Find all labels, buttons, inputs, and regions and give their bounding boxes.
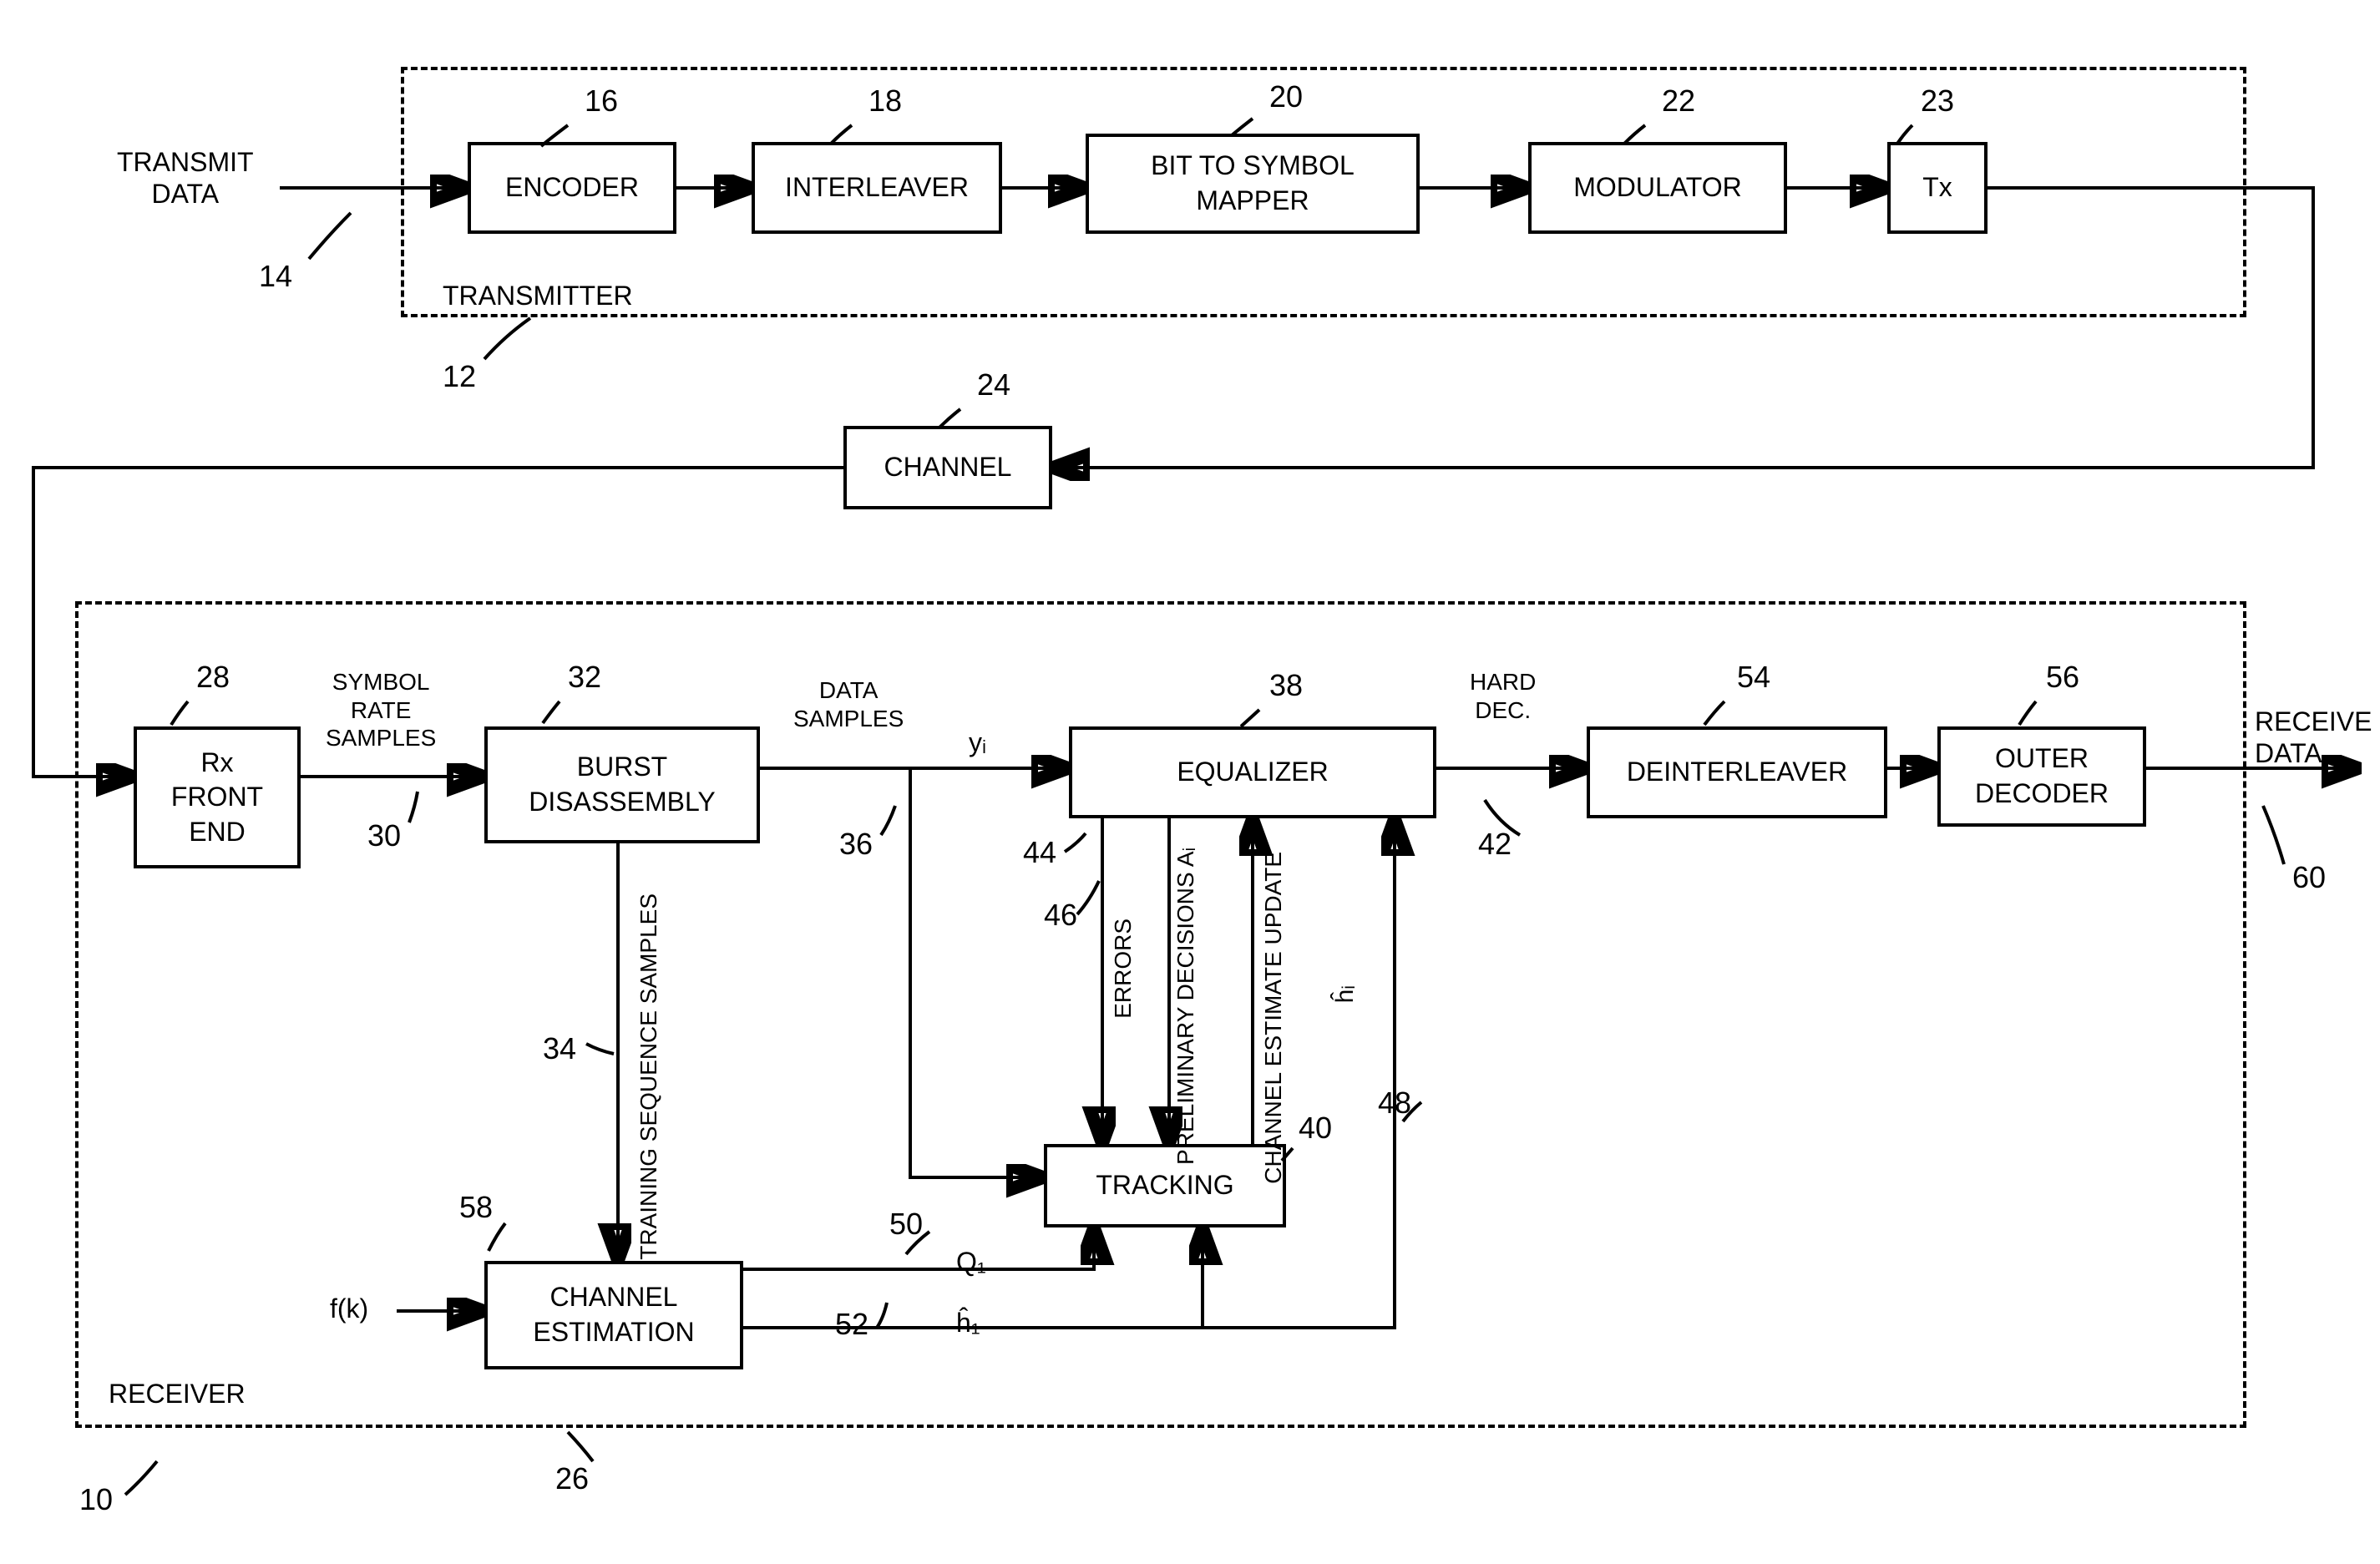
decoder-box: OUTER DECODER bbox=[1937, 726, 2146, 827]
ref-12: 12 bbox=[443, 359, 476, 394]
ref-48: 48 bbox=[1378, 1086, 1411, 1121]
h1-label: ĥ₁ bbox=[956, 1307, 980, 1339]
burst-label: BURST DISASSEMBLY bbox=[529, 750, 715, 819]
diagram-container: ENCODER INTERLEAVER BIT TO SYMBOL MAPPER… bbox=[0, 0, 2380, 1564]
encoder-label: ENCODER bbox=[505, 170, 639, 205]
encoder-box: ENCODER bbox=[468, 142, 676, 234]
symbol-rate-label: SYMBOL RATE SAMPLES bbox=[326, 668, 436, 752]
ref-46: 46 bbox=[1044, 898, 1077, 933]
ref-58: 58 bbox=[459, 1190, 493, 1225]
ref-34: 34 bbox=[543, 1031, 576, 1066]
ref-10: 10 bbox=[79, 1482, 113, 1517]
interleaver-box: INTERLEAVER bbox=[752, 142, 1002, 234]
prelim-label: PRELIMINARY DECISIONS Aᵢ bbox=[1172, 848, 1200, 1165]
ref-24: 24 bbox=[977, 367, 1010, 402]
receive-data-label: RECEIVE DATA bbox=[2255, 706, 2372, 770]
hard-dec-label: HARD DEC. bbox=[1470, 668, 1536, 724]
ref-44: 44 bbox=[1023, 835, 1056, 870]
ref-40: 40 bbox=[1299, 1111, 1332, 1146]
rxfront-label: Rx FRONT END bbox=[171, 746, 263, 850]
ref-60: 60 bbox=[2292, 860, 2326, 895]
deinterleaver-label: DEINTERLEAVER bbox=[1627, 755, 1847, 790]
burst-box: BURST DISASSEMBLY bbox=[484, 726, 760, 843]
tracking-label: TRACKING bbox=[1096, 1168, 1233, 1203]
yi-label: yᵢ bbox=[969, 726, 986, 758]
ref-26: 26 bbox=[555, 1461, 589, 1496]
ref-56: 56 bbox=[2046, 660, 2079, 695]
modulator-box: MODULATOR bbox=[1528, 142, 1787, 234]
tx-label: Tx bbox=[1922, 170, 1952, 205]
ref-50: 50 bbox=[889, 1207, 923, 1242]
ref-20: 20 bbox=[1269, 79, 1303, 114]
channel-label: CHANNEL bbox=[884, 450, 1012, 485]
hi-label: ĥᵢ bbox=[1330, 985, 1360, 1003]
ref-18: 18 bbox=[868, 84, 902, 119]
rxfront-box: Rx FRONT END bbox=[134, 726, 301, 868]
q1-label: Q₁ bbox=[956, 1246, 986, 1278]
decoder-label: OUTER DECODER bbox=[1975, 742, 2109, 811]
tracking-box: TRACKING bbox=[1044, 1144, 1286, 1227]
ref-38: 38 bbox=[1269, 668, 1303, 703]
chanest-label: CHANNEL ESTIMATION bbox=[533, 1280, 694, 1349]
ref-32: 32 bbox=[568, 660, 601, 695]
errors-label: ERRORS bbox=[1109, 919, 1137, 1019]
interleaver-label: INTERLEAVER bbox=[785, 170, 969, 205]
ref-52: 52 bbox=[835, 1307, 868, 1342]
transmitter-label: TRANSMITTER bbox=[443, 280, 633, 311]
ref-22: 22 bbox=[1662, 84, 1695, 119]
transmit-data-label: TRANSMIT DATA bbox=[117, 146, 254, 210]
ref-42: 42 bbox=[1478, 827, 1512, 862]
ref-23: 23 bbox=[1921, 84, 1954, 119]
chest-update-label: CHANNEL ESTIMATE UPDATE bbox=[1259, 852, 1288, 1184]
chanest-box: CHANNEL ESTIMATION bbox=[484, 1261, 743, 1369]
tx-box: Tx bbox=[1887, 142, 1988, 234]
fk-label: f(k) bbox=[330, 1293, 368, 1324]
data-samples-label: DATA SAMPLES bbox=[793, 676, 904, 732]
receiver-label: RECEIVER bbox=[109, 1378, 246, 1410]
ref-28: 28 bbox=[196, 660, 230, 695]
deinterleaver-box: DEINTERLEAVER bbox=[1587, 726, 1887, 818]
mapper-box: BIT TO SYMBOL MAPPER bbox=[1086, 134, 1420, 234]
equalizer-box: EQUALIZER bbox=[1069, 726, 1436, 818]
mapper-label: BIT TO SYMBOL MAPPER bbox=[1151, 149, 1355, 218]
equalizer-label: EQUALIZER bbox=[1177, 755, 1328, 790]
ref-16: 16 bbox=[585, 84, 618, 119]
ref-14: 14 bbox=[259, 259, 292, 294]
channel-box: CHANNEL bbox=[843, 426, 1052, 509]
ref-54: 54 bbox=[1737, 660, 1770, 695]
training-label: TRAINING SEQUENCE SAMPLES bbox=[635, 893, 663, 1260]
ref-36: 36 bbox=[839, 827, 873, 862]
ref-30: 30 bbox=[367, 818, 401, 853]
modulator-label: MODULATOR bbox=[1573, 170, 1742, 205]
